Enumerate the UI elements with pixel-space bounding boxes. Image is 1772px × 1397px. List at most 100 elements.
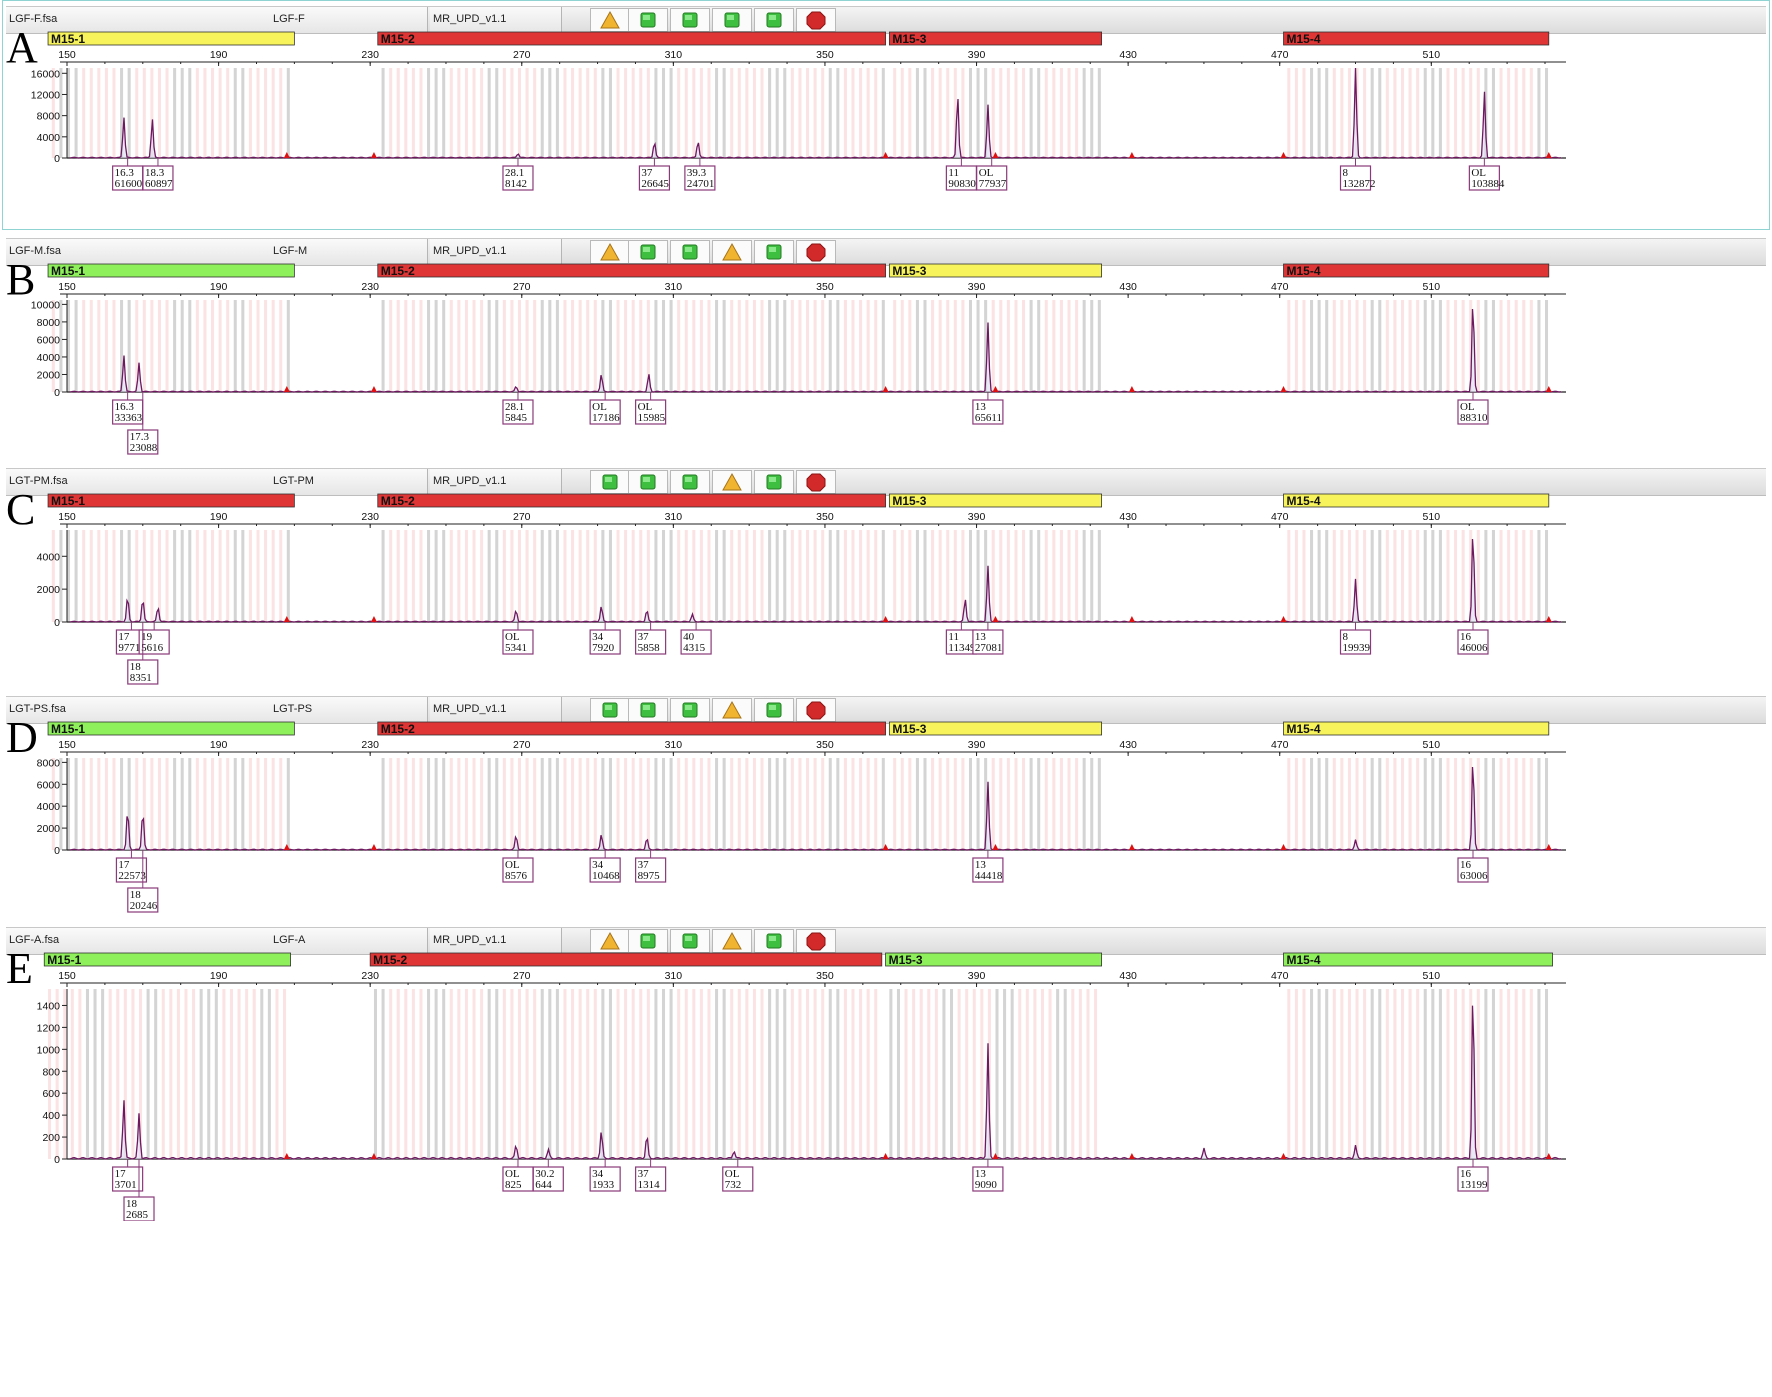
marker-bar-1[interactable]: M15-1 (47, 721, 295, 736)
ok-status-icon[interactable] (754, 470, 794, 494)
ok-status-icon[interactable] (754, 698, 794, 722)
marker-bar-2[interactable]: M15-2 (377, 31, 886, 46)
header-file[interactable]: LGF-M.fsa (6, 239, 272, 265)
marker-bar-1[interactable]: M15-1 (47, 493, 295, 508)
stop-icon[interactable] (796, 698, 836, 722)
marker-bar-2[interactable]: M15-2 (369, 952, 883, 967)
marker-bar-4[interactable]: M15-4 (1283, 31, 1550, 46)
header-sample[interactable]: LGF-M (270, 239, 428, 265)
header-sample[interactable]: LGT-PM (270, 469, 428, 495)
header-panel-name[interactable]: MR_UPD_v1.1 (430, 697, 562, 723)
ok-status-icon[interactable] (670, 8, 710, 32)
header-panel-name[interactable]: MR_UPD_v1.1 (430, 239, 562, 265)
header-file[interactable]: LGT-PS.fsa (6, 697, 272, 723)
marker-bar-4[interactable]: M15-4 (1283, 952, 1553, 967)
header-sample[interactable]: LGF-A (270, 928, 428, 954)
ok-status-icon[interactable] (628, 8, 668, 32)
marker-bar-4[interactable]: M15-4 (1283, 493, 1550, 508)
ok-status-icon[interactable] (754, 8, 794, 32)
ok-status-icon[interactable] (670, 470, 710, 494)
ok-status-icon[interactable] (712, 8, 752, 32)
header-file[interactable]: LGT-PM.fsa (6, 469, 272, 495)
ok-status-icon[interactable] (590, 470, 630, 494)
header-sample[interactable]: LGT-PS (270, 697, 428, 723)
header-file[interactable]: LGF-A.fsa (6, 928, 272, 954)
ok-status-icon[interactable] (670, 240, 710, 264)
header-panel-name[interactable]: MR_UPD_v1.1 (430, 928, 562, 954)
marker-bar-3[interactable]: M15-3 (888, 493, 1102, 508)
stop-icon[interactable] (796, 8, 836, 32)
header-panel-name[interactable]: MR_UPD_v1.1 (430, 7, 562, 33)
marker-bar-1[interactable]: M15-1 (47, 31, 295, 46)
warning-icon[interactable] (712, 929, 752, 953)
ok-status-icon[interactable] (628, 698, 668, 722)
warning-icon[interactable] (712, 698, 752, 722)
marker-bar-4[interactable]: M15-4 (1283, 721, 1550, 736)
ok-status-icon[interactable] (670, 929, 710, 953)
warning-icon[interactable] (712, 470, 752, 494)
ok-status-icon[interactable] (590, 698, 630, 722)
stop-icon[interactable] (796, 470, 836, 494)
ok-status-icon[interactable] (628, 929, 668, 953)
ok-status-icon[interactable] (628, 470, 668, 494)
marker-bar-2[interactable]: M15-2 (377, 721, 886, 736)
marker-bar-3[interactable]: M15-3 (885, 952, 1102, 967)
warning-icon[interactable] (590, 929, 630, 953)
stop-icon[interactable] (796, 240, 836, 264)
warning-icon[interactable] (590, 240, 630, 264)
header-file[interactable]: LGF-F.fsa (6, 7, 272, 33)
marker-bar-3[interactable]: M15-3 (888, 31, 1102, 46)
ok-status-icon[interactable] (754, 240, 794, 264)
warning-icon[interactable] (712, 240, 752, 264)
marker-bar-4[interactable]: M15-4 (1283, 263, 1550, 278)
stop-icon[interactable] (796, 929, 836, 953)
ok-status-icon[interactable] (754, 929, 794, 953)
marker-bar-3[interactable]: M15-3 (888, 721, 1102, 736)
header-sample[interactable]: LGF-F (270, 7, 428, 33)
ok-status-icon[interactable] (670, 698, 710, 722)
warning-icon[interactable] (590, 8, 630, 32)
marker-bar-3[interactable]: M15-3 (888, 263, 1102, 278)
